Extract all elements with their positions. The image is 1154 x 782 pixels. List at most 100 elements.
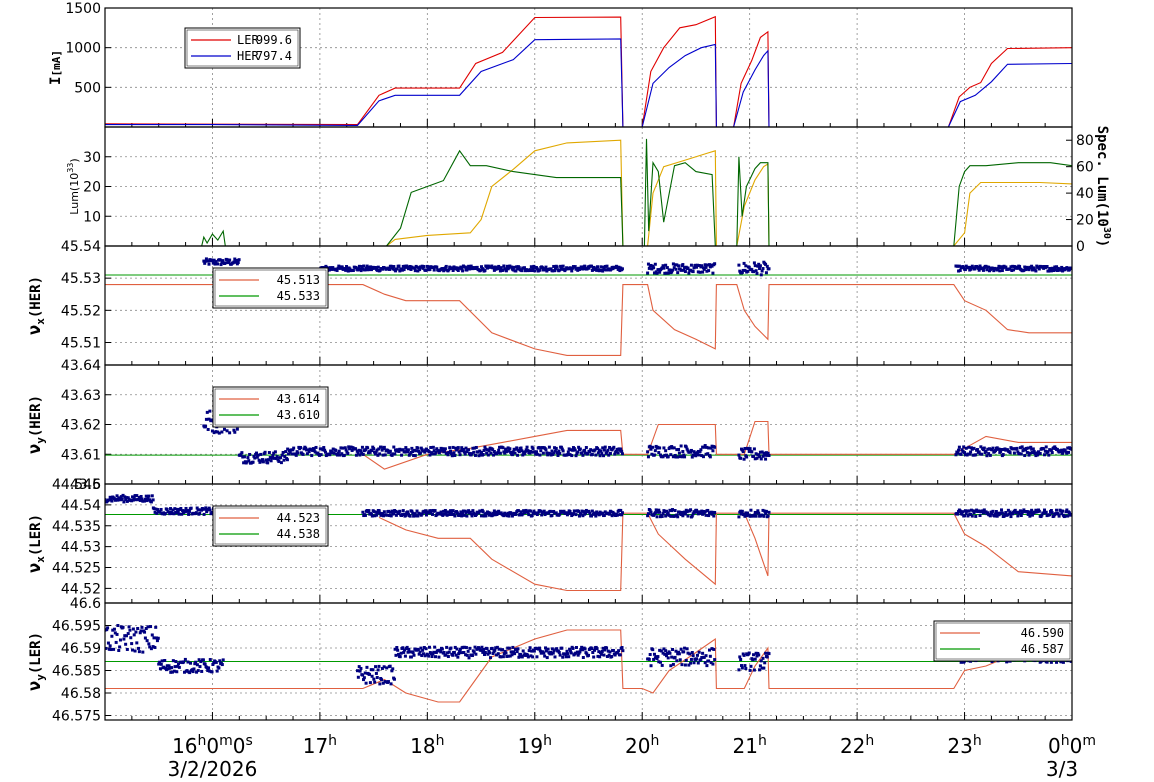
measurement-point bbox=[362, 264, 366, 268]
measurement-point bbox=[412, 514, 416, 518]
measurement-point bbox=[194, 660, 198, 664]
measurement-point bbox=[447, 450, 451, 454]
measurement-point bbox=[221, 259, 225, 263]
measurement-point bbox=[652, 266, 656, 270]
measurement-point bbox=[377, 447, 381, 451]
measurement-point bbox=[105, 646, 108, 650]
measurement-point bbox=[126, 496, 130, 500]
measurement-point bbox=[656, 655, 660, 659]
measurement-point bbox=[752, 653, 756, 657]
measurement-point bbox=[460, 514, 464, 518]
measurement-point bbox=[448, 446, 452, 450]
measurement-point bbox=[357, 267, 361, 271]
measurement-point bbox=[427, 654, 431, 658]
measurement-point bbox=[761, 508, 765, 512]
measurement-point bbox=[397, 511, 401, 515]
measurement-point bbox=[571, 646, 575, 650]
measurement-point bbox=[763, 661, 767, 665]
measurement-point bbox=[1023, 454, 1027, 458]
measurement-point bbox=[336, 266, 340, 270]
measurement-point bbox=[169, 510, 173, 514]
measurement-point bbox=[419, 446, 423, 450]
measurement-point bbox=[585, 267, 589, 271]
measurement-point bbox=[235, 258, 239, 262]
measurement-point bbox=[597, 513, 601, 517]
measurement-point bbox=[1056, 512, 1060, 516]
measurement-point bbox=[620, 452, 624, 456]
measurement-point bbox=[1007, 512, 1011, 516]
measurement-point bbox=[1052, 269, 1056, 273]
measurement-point bbox=[523, 510, 527, 514]
measurement-point bbox=[758, 668, 762, 672]
measurement-point bbox=[691, 270, 695, 274]
measurement-point bbox=[754, 452, 758, 456]
measurement-point bbox=[683, 646, 687, 650]
measurement-point bbox=[1006, 508, 1010, 512]
measurement-point bbox=[413, 269, 417, 273]
y-tick-label: 46.595 bbox=[52, 619, 101, 635]
measurement-point bbox=[200, 669, 204, 673]
measurement-point bbox=[705, 445, 709, 449]
measurement-point bbox=[544, 646, 548, 650]
measurement-point bbox=[577, 509, 581, 513]
measurement-point bbox=[963, 268, 967, 272]
measurement-point bbox=[210, 429, 214, 433]
measurement-point bbox=[672, 446, 676, 450]
measurement-point bbox=[491, 513, 495, 517]
measurement-point bbox=[130, 642, 134, 646]
measurement-point bbox=[492, 511, 496, 515]
x-tick-label-part: 20 bbox=[625, 734, 650, 758]
measurement-point bbox=[519, 653, 523, 657]
legend-box bbox=[933, 620, 1073, 662]
measurement-point bbox=[458, 650, 462, 654]
measurement-point bbox=[665, 651, 669, 655]
measurement-point bbox=[1028, 451, 1032, 455]
measurement-point bbox=[1017, 510, 1021, 514]
measurement-point bbox=[1000, 447, 1004, 451]
measurement-point bbox=[489, 512, 493, 516]
measurement-point bbox=[176, 662, 180, 666]
measurement-point bbox=[385, 513, 389, 517]
measurement-point bbox=[684, 658, 688, 662]
measurement-point bbox=[351, 268, 355, 272]
measurement-point bbox=[1070, 447, 1072, 451]
measurement-point bbox=[1033, 451, 1037, 455]
measurement-point bbox=[669, 453, 673, 457]
measurement-point bbox=[449, 449, 453, 453]
measurement-point bbox=[559, 445, 563, 449]
measurement-point bbox=[455, 266, 459, 270]
measurement-point bbox=[691, 453, 695, 457]
measurement-point bbox=[671, 455, 675, 459]
measurement-point bbox=[342, 453, 346, 457]
measurement-point bbox=[154, 507, 158, 511]
x-tick-label: 21h bbox=[733, 733, 767, 758]
measurement-point bbox=[470, 654, 474, 658]
measurement-point bbox=[143, 636, 147, 640]
measurement-point bbox=[189, 506, 193, 510]
measurement-point bbox=[510, 514, 514, 518]
measurement-point bbox=[574, 651, 578, 655]
measurement-point bbox=[427, 511, 431, 515]
measurement-point bbox=[421, 652, 425, 656]
x-tick-label-part: 0 bbox=[1070, 734, 1083, 758]
measurement-point bbox=[1008, 451, 1012, 455]
measurement-point bbox=[1009, 265, 1013, 269]
measurement-point bbox=[459, 449, 463, 453]
measurement-point bbox=[242, 455, 246, 459]
measurement-point bbox=[549, 267, 553, 271]
measurement-point bbox=[985, 268, 989, 272]
measurement-point bbox=[995, 514, 999, 518]
measurement-point bbox=[368, 681, 372, 685]
measurement-point bbox=[409, 268, 413, 272]
measurement-point bbox=[404, 513, 408, 517]
measurement-point bbox=[529, 450, 533, 454]
measurement-point bbox=[443, 447, 447, 451]
measurement-point bbox=[619, 266, 623, 270]
measurement-point bbox=[376, 453, 380, 457]
measurement-point bbox=[1030, 451, 1034, 455]
measurement-point bbox=[152, 507, 156, 511]
measurement-point bbox=[212, 258, 216, 262]
y-tick-label: 44.525 bbox=[52, 561, 101, 577]
measurement-point bbox=[684, 445, 688, 449]
